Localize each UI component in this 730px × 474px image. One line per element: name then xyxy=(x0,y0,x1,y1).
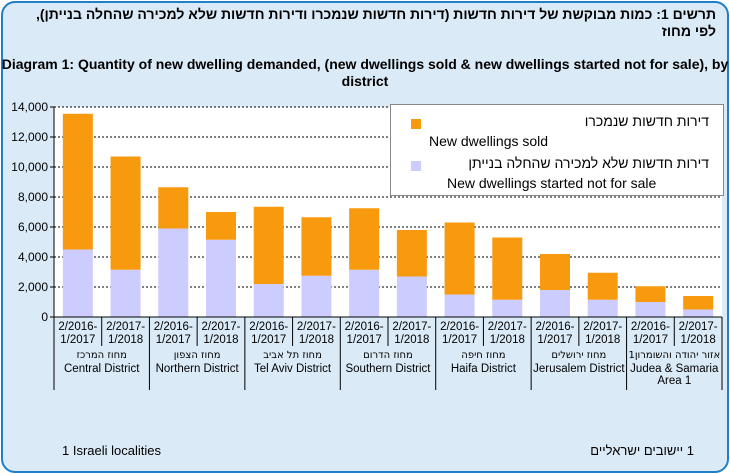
bar-not-for-sale xyxy=(110,269,141,317)
footnote-hebrew: 1 יישובים ישראליים xyxy=(590,443,694,458)
x-tick-label: 2/2016- xyxy=(440,321,479,333)
legend-label-sold: New dwellings sold xyxy=(429,133,549,149)
x-tick-label: 1/2018 xyxy=(203,334,238,346)
bar-not-for-sale xyxy=(349,269,380,317)
district-label: Central District xyxy=(64,363,140,375)
bar-sold xyxy=(683,296,714,310)
bar-sold xyxy=(492,237,523,300)
district-label-hebrew: מחוז חיפה xyxy=(461,350,505,361)
district-label: Northern District xyxy=(156,363,240,375)
x-tick-label: 2/2017- xyxy=(488,321,527,333)
y-tick-label: 8,000 xyxy=(18,190,48,204)
bar-not-for-sale xyxy=(492,299,523,317)
x-tick-label: 1/2018 xyxy=(394,334,429,346)
x-tick-label: 2/2017- xyxy=(201,321,240,333)
district-label: Area 1 xyxy=(657,375,691,387)
bar-not-for-sale xyxy=(444,294,475,317)
district-label-hebrew: מחוז ירושלים xyxy=(551,350,606,361)
district-label: Jerusalem District xyxy=(533,363,625,375)
bar-not-for-sale xyxy=(635,302,666,317)
district-label: Tel Aviv District xyxy=(254,363,332,375)
bar-sold xyxy=(540,254,570,290)
bar-not-for-sale xyxy=(62,249,93,317)
x-tick-label: 1/2017 xyxy=(347,334,382,346)
legend-label-sold-hebrew: דירות חדשות שנמכרו xyxy=(584,113,709,129)
legend-label-not-for-sale-hebrew: דירות חדשות שלא למכירה שהחלה בנייתן xyxy=(468,155,709,171)
district-label-hebrew: מחוז הדרום xyxy=(363,350,413,361)
x-tick-label: 1/2017 xyxy=(537,334,572,346)
footnote-english: 1 Israeli localities xyxy=(62,443,161,458)
bar-sold xyxy=(349,208,380,270)
legend-swatch-not-for-sale xyxy=(411,161,421,171)
x-tick-label: 1/2017 xyxy=(156,334,191,346)
district-label: Haifa District xyxy=(451,363,517,375)
x-tick-label: 2/2016- xyxy=(345,321,384,333)
x-tick-label: 1/2017 xyxy=(60,334,95,346)
x-tick-label: 1/2018 xyxy=(490,334,525,346)
x-tick-label: 1/2018 xyxy=(299,334,334,346)
chart-title-english: Diagram 1: Quantity of new dwelling dema… xyxy=(1,56,729,89)
x-tick-label: 2/2016- xyxy=(154,321,193,333)
x-tick-label: 2/2016- xyxy=(58,321,97,333)
x-tick-label: 1/2018 xyxy=(681,334,716,346)
x-tick-label: 2/2016- xyxy=(535,321,574,333)
y-tick-label: 4,000 xyxy=(18,250,48,264)
district-label-hebrew: אזור יהודה והשומרון1 xyxy=(628,350,720,361)
x-tick-label: 2/2017- xyxy=(583,321,622,333)
bar-sold xyxy=(253,206,284,284)
y-tick-label: 0 xyxy=(41,310,48,324)
bar-sold xyxy=(206,212,236,240)
x-tick-label: 1/2017 xyxy=(251,334,286,346)
bar-not-for-sale xyxy=(683,309,714,317)
y-tick-label: 14,000 xyxy=(11,100,48,114)
y-tick-label: 10,000 xyxy=(11,160,48,174)
bar-not-for-sale xyxy=(253,284,284,317)
bar-sold xyxy=(635,286,666,302)
y-tick-label: 6,000 xyxy=(18,220,48,234)
district-label-hebrew: מחוז תל אביב xyxy=(263,350,322,361)
bar-not-for-sale xyxy=(206,239,236,317)
bar-not-for-sale xyxy=(587,299,618,317)
x-tick-label: 1/2017 xyxy=(442,334,477,346)
bar-not-for-sale xyxy=(540,290,570,317)
x-tick-label: 1/2017 xyxy=(633,334,668,346)
legend-swatch-sold xyxy=(411,119,421,129)
x-tick-label: 2/2017- xyxy=(297,321,336,333)
bar-sold xyxy=(110,156,141,270)
legend: דירות חדשות שנמכרו New dwellings sold די… xyxy=(390,104,724,196)
bar-sold xyxy=(444,222,475,295)
bar-sold xyxy=(587,272,618,300)
x-tick-label: 1/2018 xyxy=(108,334,143,346)
district-label: Southern District xyxy=(345,363,431,375)
bar-sold xyxy=(396,230,427,277)
chart-title-hebrew: תרשים 1: כמות מבוקשת של דירות חדשות (דיר… xyxy=(35,6,716,39)
x-tick-label: 2/2016- xyxy=(631,321,670,333)
y-tick-label: 2,000 xyxy=(18,280,48,294)
bar-sold xyxy=(158,187,189,229)
district-label: Judea & Samaria xyxy=(630,363,719,375)
bar-sold xyxy=(301,217,332,276)
district-label-hebrew: מחוז הצפון xyxy=(174,350,221,361)
x-tick-label: 2/2017- xyxy=(392,321,431,333)
bar-not-for-sale xyxy=(301,275,332,317)
y-tick-label: 12,000 xyxy=(11,130,48,144)
bar-not-for-sale xyxy=(158,228,189,317)
x-tick-label: 1/2018 xyxy=(585,334,620,346)
district-label-hebrew: מחוז המרכז xyxy=(77,350,127,361)
x-tick-label: 2/2017- xyxy=(679,321,718,333)
bar-not-for-sale xyxy=(396,276,427,317)
bar-sold xyxy=(62,113,93,250)
legend-label-not-for-sale: New dwellings started not for sale xyxy=(447,175,657,191)
x-tick-label: 2/2016- xyxy=(249,321,288,333)
x-tick-label: 2/2017- xyxy=(106,321,145,333)
